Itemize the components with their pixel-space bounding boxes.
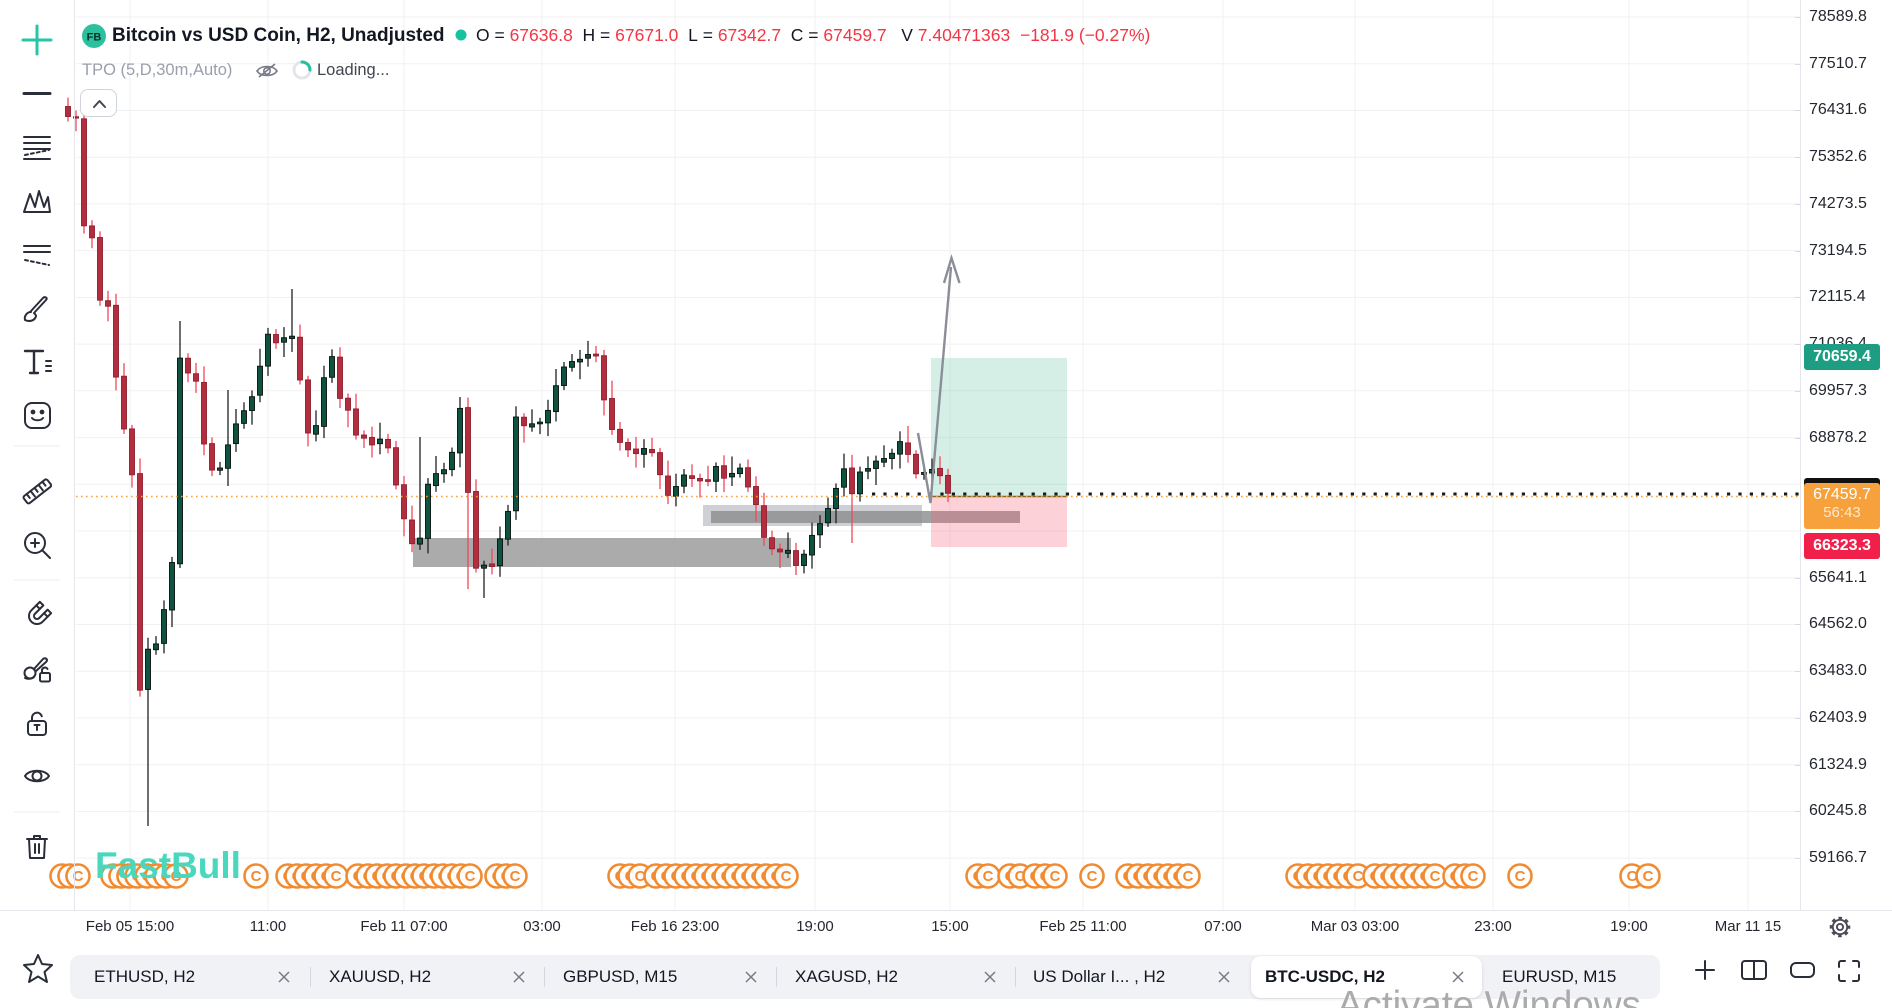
- svg-text:C: C: [1627, 868, 1638, 885]
- svg-text:C: C: [510, 868, 521, 885]
- svg-text:C: C: [1515, 868, 1526, 885]
- svg-text:C: C: [331, 868, 342, 885]
- svg-text:C: C: [1183, 868, 1194, 885]
- svg-text:C: C: [1087, 868, 1098, 885]
- svg-text:C: C: [1015, 868, 1026, 885]
- svg-text:C: C: [1430, 868, 1441, 885]
- svg-text:FastBull: FastBull: [95, 845, 241, 886]
- svg-text:C: C: [1643, 868, 1654, 885]
- svg-text:C: C: [983, 868, 994, 885]
- svg-text:C: C: [465, 868, 476, 885]
- svg-text:FB: FB: [87, 32, 102, 44]
- svg-text:C: C: [781, 868, 792, 885]
- svg-text:C: C: [1353, 868, 1364, 885]
- svg-text:C: C: [635, 868, 646, 885]
- svg-text:C: C: [73, 868, 84, 885]
- svg-text:C: C: [1050, 868, 1061, 885]
- svg-text:C: C: [171, 868, 182, 885]
- svg-text:C: C: [251, 868, 262, 885]
- svg-text:C: C: [1468, 868, 1479, 885]
